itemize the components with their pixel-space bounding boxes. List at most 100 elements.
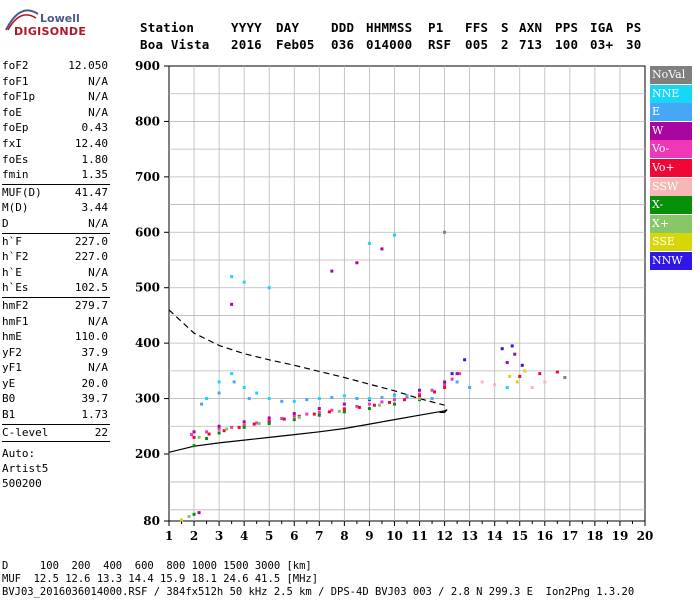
data-point bbox=[430, 397, 434, 401]
legend-item: X+ bbox=[650, 214, 692, 233]
header-value: 2016 bbox=[231, 37, 262, 52]
data-point bbox=[418, 397, 422, 401]
param-row: D N/A bbox=[2, 216, 110, 232]
data-point bbox=[520, 363, 524, 367]
data-point bbox=[200, 402, 204, 406]
data-point bbox=[392, 398, 396, 402]
param-row: h`F2 227.0 bbox=[2, 249, 110, 265]
param-name: hmF2 bbox=[2, 298, 29, 312]
data-point bbox=[443, 383, 447, 387]
data-point bbox=[230, 372, 234, 376]
data-point bbox=[242, 425, 246, 429]
param-name: yF2 bbox=[2, 345, 22, 359]
data-point bbox=[292, 399, 296, 403]
y-tick-label: 900 bbox=[135, 59, 160, 73]
data-point bbox=[192, 435, 196, 439]
param-row: foEp 0.43 bbox=[2, 120, 110, 136]
x-tick-label: 7 bbox=[315, 529, 323, 543]
param-name: B0 bbox=[2, 392, 16, 406]
y-tick-label: 200 bbox=[135, 447, 160, 461]
param-name: foEs bbox=[2, 152, 29, 166]
header-label: Station bbox=[140, 20, 195, 35]
param-name: foF2 bbox=[2, 59, 29, 72]
header-label: FFS bbox=[465, 20, 489, 35]
data-point bbox=[180, 518, 184, 522]
y-tick-label: 80 bbox=[143, 514, 160, 528]
legend-item: Vo- bbox=[650, 140, 692, 159]
param-value: 279.7 bbox=[74, 298, 108, 312]
data-point bbox=[230, 425, 234, 429]
param-row: B0 39.7 bbox=[2, 391, 110, 407]
header-label: DDD bbox=[331, 20, 355, 35]
x-tick-label: 18 bbox=[587, 529, 604, 543]
data-point bbox=[280, 399, 284, 403]
data-point bbox=[380, 400, 384, 404]
param-name: h`F2 bbox=[2, 250, 29, 264]
data-point bbox=[242, 420, 246, 424]
data-point bbox=[367, 407, 371, 411]
param-name: h`E bbox=[2, 265, 22, 279]
param-value: N/A bbox=[88, 90, 108, 104]
file-info-row: BVJ03_2016036014000.RSF / 384fx512h 50 k… bbox=[2, 586, 635, 598]
param-value: 1.73 bbox=[81, 408, 109, 422]
data-point bbox=[518, 374, 522, 378]
param-separator bbox=[2, 441, 110, 443]
data-point bbox=[450, 377, 454, 381]
data-point bbox=[505, 385, 509, 389]
header-label: S bbox=[501, 20, 509, 35]
legend-item: Vo+ bbox=[650, 159, 692, 177]
param-row: yF1 N/A bbox=[2, 360, 110, 376]
data-point bbox=[330, 395, 334, 399]
header-label: YYYY bbox=[231, 20, 262, 35]
header-value: 2 bbox=[501, 37, 509, 52]
param-name: M(D) bbox=[2, 201, 29, 215]
data-point bbox=[230, 302, 234, 306]
data-point bbox=[197, 435, 201, 439]
data-point bbox=[342, 402, 346, 406]
data-point bbox=[480, 380, 484, 384]
param-name: hmE bbox=[2, 330, 22, 344]
data-point bbox=[217, 380, 221, 384]
data-point bbox=[327, 410, 331, 414]
param-value: N/A bbox=[88, 105, 108, 119]
x-tick-label: 13 bbox=[461, 529, 478, 543]
param-value: 39.7 bbox=[81, 392, 109, 406]
header-label: HHMMSS bbox=[366, 20, 413, 35]
header-value: 03+ bbox=[590, 37, 614, 52]
data-point bbox=[217, 427, 221, 431]
data-point bbox=[205, 397, 209, 401]
data-point bbox=[523, 369, 527, 373]
data-point bbox=[292, 412, 296, 416]
auto-line: Auto: bbox=[2, 447, 36, 461]
muf-row: MUF 12.5 12.6 13.3 14.4 15.9 18.1 24.6 4… bbox=[2, 573, 319, 585]
y-tick-label: 300 bbox=[135, 392, 160, 406]
data-point bbox=[292, 418, 296, 422]
data-point bbox=[242, 385, 246, 389]
legend-item: NNE bbox=[650, 84, 692, 103]
data-point bbox=[455, 372, 459, 376]
data-point bbox=[255, 421, 259, 425]
data-point bbox=[443, 380, 447, 384]
param-name: foF1p bbox=[2, 90, 36, 104]
auto-line: 500200 bbox=[2, 477, 42, 491]
param-name: fmin bbox=[2, 168, 29, 182]
auto-line: Artist5 bbox=[2, 462, 49, 476]
param-name: foEp bbox=[2, 121, 29, 135]
data-point bbox=[242, 423, 246, 427]
x-tick-label: 6 bbox=[290, 529, 298, 543]
param-value: N/A bbox=[88, 74, 108, 88]
x-tick-label: 12 bbox=[436, 529, 453, 543]
param-row: h`E N/A bbox=[2, 265, 110, 281]
data-point bbox=[232, 380, 236, 384]
data-point bbox=[192, 512, 196, 516]
data-point bbox=[267, 397, 271, 401]
data-point bbox=[192, 430, 196, 434]
data-point bbox=[418, 394, 422, 398]
data-point bbox=[222, 429, 226, 433]
legend-item: X- bbox=[650, 196, 692, 215]
x-tick-label: 4 bbox=[240, 529, 248, 543]
x-tick-label: 19 bbox=[612, 529, 629, 543]
data-point bbox=[367, 241, 371, 245]
legend-item: SSE bbox=[650, 233, 692, 252]
param-name: yF1 bbox=[2, 361, 22, 375]
